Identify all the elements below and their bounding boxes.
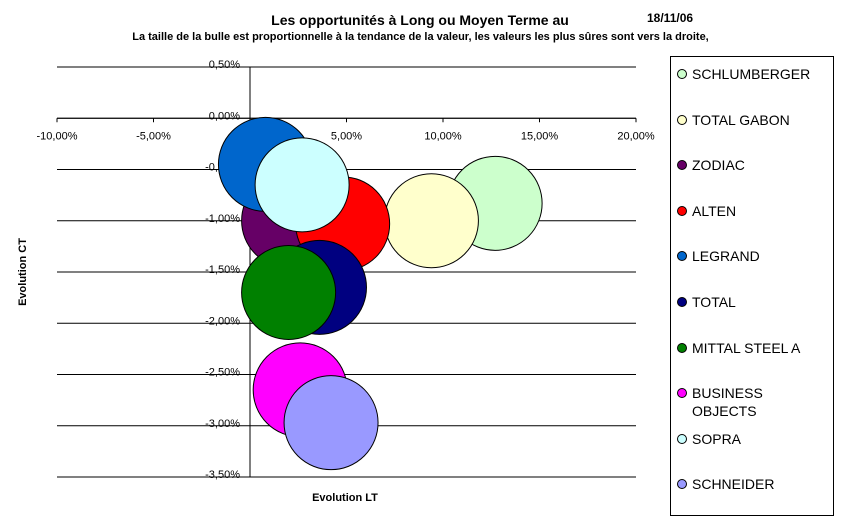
legend-label: TOTAL GABON — [692, 112, 790, 128]
legend-label: ZODIAC — [692, 157, 745, 173]
legend-swatch — [677, 160, 687, 170]
legend-item-zodiac: ZODIAC — [677, 156, 830, 174]
legend-label: SCHLUMBERGER — [692, 66, 811, 82]
legend-label: SCHNEIDER — [692, 476, 775, 492]
bubble-mittal-steel-a — [241, 245, 337, 340]
y-tick-label: -3,50% — [205, 469, 240, 481]
legend-item-alten: ALTEN — [677, 202, 830, 220]
x-tick-label: -5,00% — [136, 130, 171, 142]
legend-item-legrand: LEGRAND — [677, 247, 830, 265]
x-axis-title: Evolution LT — [312, 492, 378, 504]
y-tick-label: -1,50% — [205, 264, 240, 276]
legend-label: LEGRAND — [692, 248, 760, 264]
y-tick-label: 0,00% — [209, 110, 240, 122]
legend-swatch — [677, 388, 687, 398]
legend-swatch — [677, 206, 687, 216]
legend-item-schlumberger: SCHLUMBERGER — [677, 65, 830, 83]
legend-swatch — [677, 251, 687, 261]
y-tick-label: -2,50% — [205, 367, 240, 379]
y-tick-label: -1,00% — [205, 213, 240, 225]
legend-label: TOTAL — [692, 294, 736, 310]
legend-item-schneider: SCHNEIDER — [677, 475, 830, 493]
legend-label: ALTEN — [692, 203, 737, 219]
legend-item-mittal-steel-a: MITTAL STEEL A — [677, 339, 830, 357]
y-tick-label: -3,00% — [205, 418, 240, 430]
legend: SCHLUMBERGER TOTAL GABON ZODIAC ALTEN LEGRAN… — [670, 56, 834, 516]
y-axis-title: Evolution CT — [17, 238, 29, 306]
y-tick-label: 0,50% — [209, 59, 240, 71]
legend-swatch — [677, 115, 687, 125]
legend-label: BUSINESS OBJECTS — [692, 385, 763, 419]
bubble-sopra — [254, 137, 350, 233]
legend-item-business-objects: BUSINESS OBJECTS — [677, 384, 830, 420]
legend-swatch — [677, 69, 687, 79]
x-tick-label: 5,00% — [331, 130, 362, 142]
x-tick-label: 10,00% — [424, 130, 462, 142]
legend-item-total: TOTAL — [677, 293, 830, 311]
legend-item-sopra: SOPRA — [677, 430, 830, 448]
legend-swatch — [677, 434, 687, 444]
chart-title: Les opportunités à Long ou Moyen Terme a… — [271, 12, 569, 28]
x-tick-label: -10,00% — [37, 130, 78, 142]
legend-swatch — [677, 479, 687, 489]
legend-label: SOPRA — [692, 431, 742, 447]
y-tick-label: -2,00% — [205, 315, 240, 327]
legend-swatch — [677, 343, 687, 353]
bubble-total-gabon — [383, 173, 479, 269]
chart-subtitle: La taille de la bulle est proportionnell… — [132, 31, 709, 43]
legend-item-total-gabon: TOTAL GABON — [677, 111, 830, 129]
legend-swatch — [677, 297, 687, 307]
chart-date: 18/11/06 — [647, 11, 694, 25]
x-tick-label: 15,00% — [521, 130, 559, 142]
x-tick-label: 20,00% — [617, 130, 655, 142]
legend-label: MITTAL STEEL A — [692, 340, 801, 356]
bubble-schneider — [283, 375, 379, 471]
